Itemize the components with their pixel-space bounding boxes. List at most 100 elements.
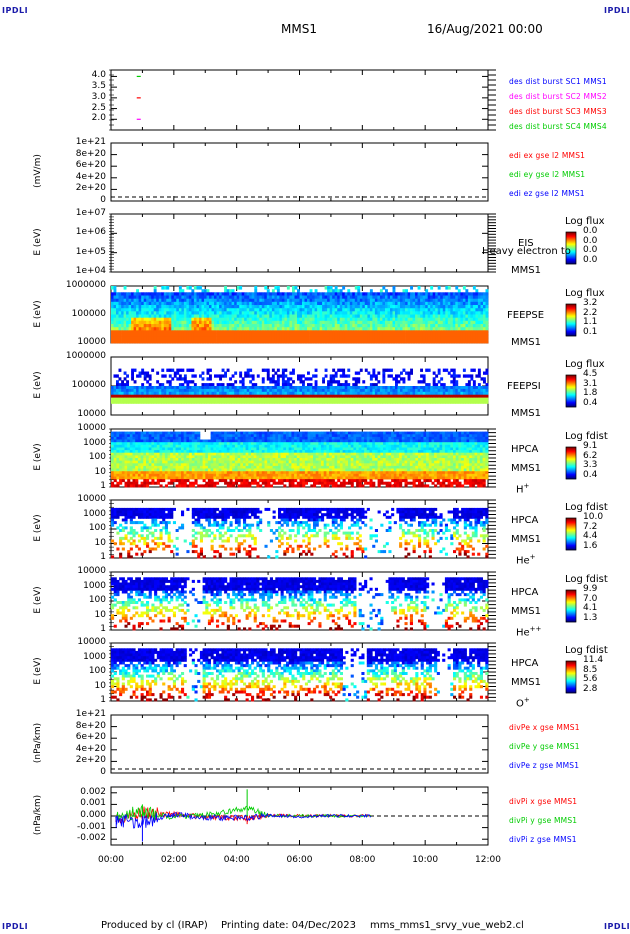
- spectro-cell: [138, 397, 142, 401]
- spectro-cell: [141, 371, 145, 375]
- spectro-cell: [405, 292, 408, 296]
- spectro-cell: [175, 439, 179, 443]
- colorbar-cell: [566, 306, 576, 308]
- spectro-cell: [332, 388, 336, 393]
- spectro-cell: [324, 397, 328, 401]
- spectro-cell: [452, 380, 456, 384]
- spectro-cell: [201, 314, 205, 319]
- spectro-cell: [148, 311, 152, 315]
- spectro-cell: [400, 339, 403, 344]
- colorbar-cell: [566, 250, 576, 252]
- spectro-cell: [226, 292, 230, 296]
- spectro-cell: [231, 320, 235, 325]
- spectro-cell: [437, 314, 441, 319]
- spectro-cell: [241, 339, 245, 344]
- spectro-cell: [181, 320, 185, 325]
- spectro-cell: [349, 317, 353, 322]
- spectro-cell: [135, 447, 139, 451]
- spectro-cell: [357, 295, 361, 300]
- spectro-cell: [435, 386, 439, 390]
- spectro-cell: [470, 305, 474, 309]
- spectro-cell: [407, 301, 411, 306]
- spectro-cell: [354, 295, 358, 300]
- spectro-cell: [131, 298, 134, 303]
- spectro-cell: [314, 374, 318, 378]
- spectro-cell: [382, 391, 386, 396]
- spectro-cell: [156, 295, 160, 300]
- spectro-cell: [279, 386, 283, 390]
- spectro-cell: [256, 305, 260, 309]
- spectro-cell: [143, 371, 147, 375]
- spectro-cell: [186, 317, 190, 322]
- spectro-cell: [480, 320, 484, 325]
- spectro-cell: [194, 455, 198, 459]
- spectro-cell: [141, 320, 145, 325]
- spectro-cell: [151, 400, 155, 404]
- spectro-cell: [199, 460, 203, 464]
- spectro-cell: [450, 305, 454, 309]
- spectro-cell: [367, 336, 371, 341]
- spectro-cell: [312, 400, 315, 404]
- spectro-cell: [312, 311, 315, 315]
- spectro-cell: [151, 327, 155, 331]
- spectro-cell: [191, 476, 195, 480]
- spectro-cell: [342, 308, 346, 312]
- spectro-cell: [121, 450, 125, 454]
- spectro-cell: [191, 439, 195, 443]
- spectro-cell: [402, 308, 406, 312]
- spectro-cell: [159, 452, 163, 456]
- spectro-cell: [153, 330, 157, 334]
- spectro-cell: [239, 286, 243, 290]
- spectro-cell: [214, 391, 217, 396]
- spectro-cell: [334, 386, 338, 390]
- spectro-cell: [197, 471, 201, 475]
- spectro-cell: [183, 394, 187, 398]
- spectro-cell: [379, 327, 383, 331]
- spectro-cell: [349, 292, 353, 296]
- spectro-cell: [465, 308, 469, 312]
- spectro-cell: [385, 397, 388, 401]
- spectro-cell: [372, 391, 376, 396]
- spectro-cell: [158, 308, 162, 312]
- spectro-cell: [415, 320, 418, 325]
- spectro-cell: [467, 391, 471, 396]
- spectro-cell: [452, 320, 456, 325]
- spectro-cell: [344, 333, 348, 338]
- spectro-cell: [319, 292, 323, 296]
- spectro-cell: [129, 455, 133, 459]
- spectro-cell: [342, 397, 346, 401]
- spectro-cell: [437, 388, 441, 393]
- spectro-cell: [410, 371, 413, 375]
- spectro-cell: [111, 439, 115, 443]
- spectro-cell: [440, 333, 444, 338]
- spectro-cell: [214, 308, 217, 312]
- spectro-cell: [161, 308, 165, 312]
- spectro-cell: [269, 327, 273, 331]
- spectro-cell: [312, 394, 315, 398]
- spectro-cell: [191, 400, 195, 404]
- spectro-cell: [286, 327, 290, 331]
- spectro-cell: [281, 327, 285, 331]
- spectro-cell: [231, 339, 235, 344]
- spectro-cell: [279, 339, 283, 344]
- spectro-cell: [379, 314, 383, 319]
- spectro-cell: [249, 301, 253, 306]
- spectro-cell: [246, 368, 250, 372]
- spectro-cell: [219, 330, 222, 334]
- spectro-cell: [475, 292, 479, 296]
- spectro-cell: [251, 339, 255, 344]
- spectro-cell: [299, 380, 303, 384]
- spectro-cell: [221, 320, 225, 325]
- spectro-cell: [470, 320, 474, 325]
- spectro-cell: [201, 301, 205, 306]
- spectro-cell: [342, 324, 346, 328]
- spectro-cell: [189, 442, 193, 446]
- spectro-cell: [249, 394, 253, 398]
- spectro-cell: [420, 397, 423, 401]
- spectro-cell: [367, 295, 371, 300]
- spectro-cell: [164, 447, 168, 451]
- spectro-cell: [354, 391, 358, 396]
- spectro-cell: [271, 295, 275, 300]
- spectro-cell: [143, 455, 147, 459]
